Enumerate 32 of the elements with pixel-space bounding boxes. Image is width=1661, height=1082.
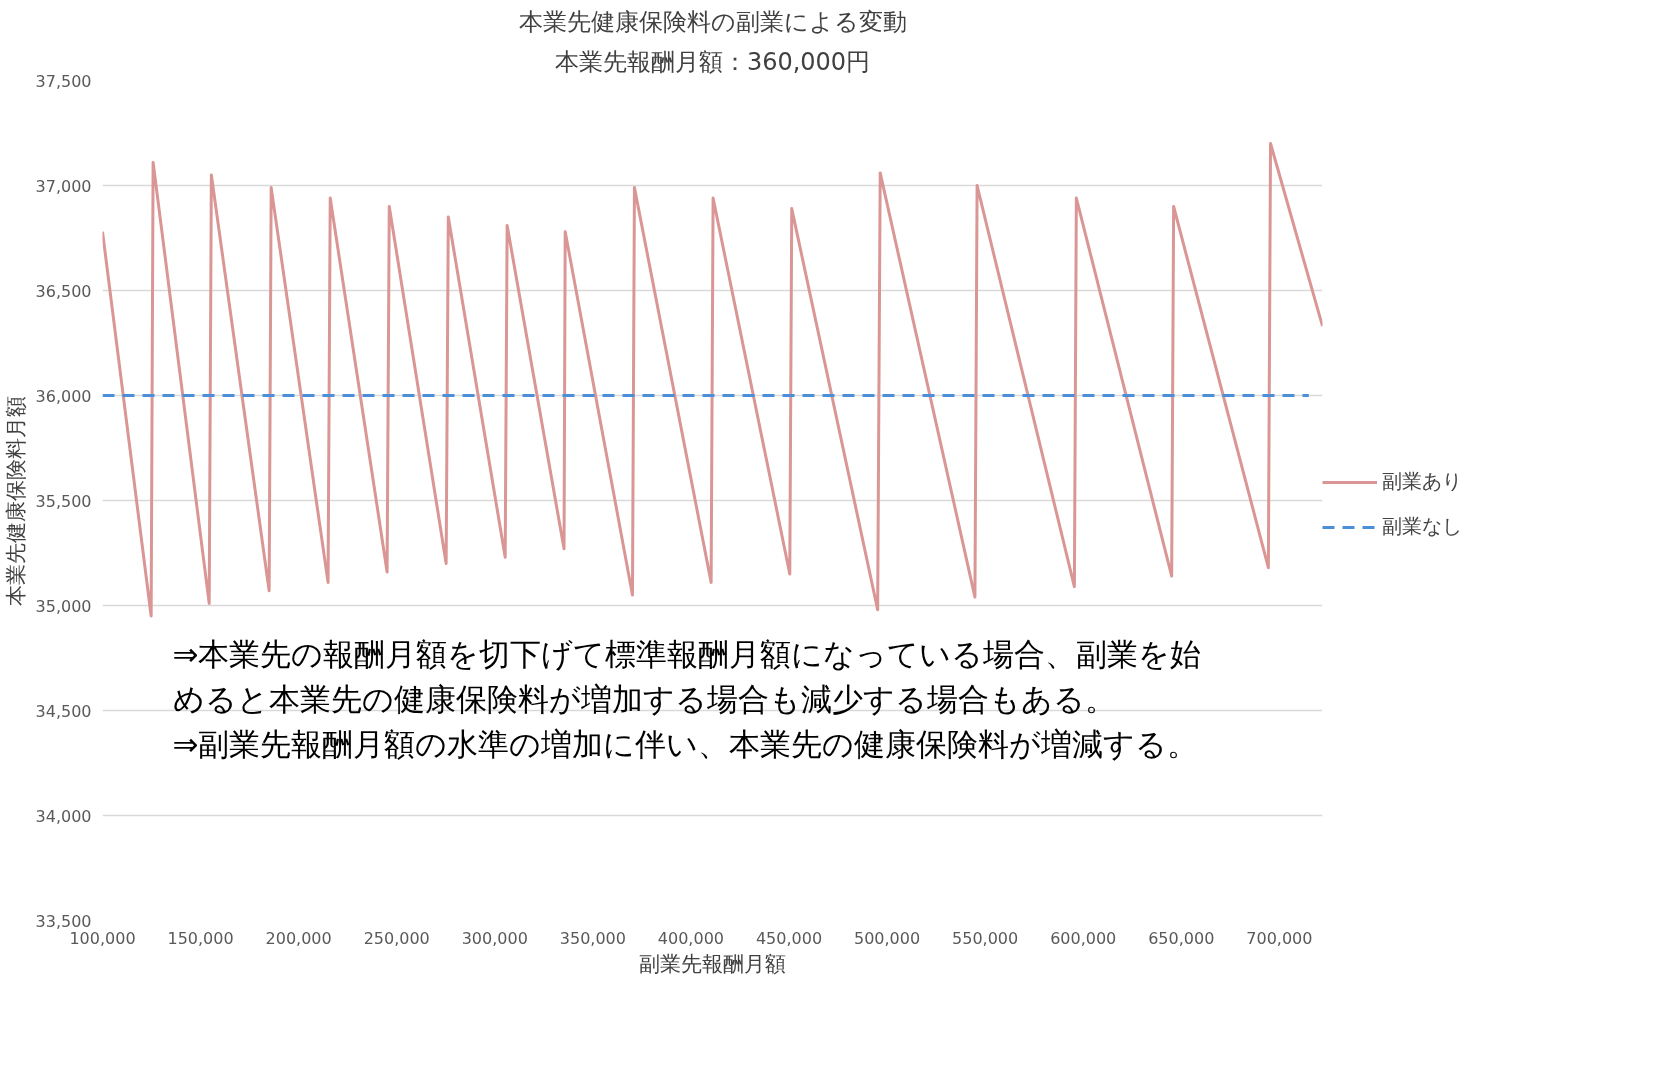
x-tick-label: 300,000: [461, 928, 528, 948]
x-tick-label: 100,000: [69, 928, 136, 948]
x-tick-label: 650,000: [1148, 928, 1215, 948]
x-tick-label: 200,000: [265, 928, 332, 948]
y-tick-label: 35,500: [35, 491, 92, 511]
y-tick-label: 34,500: [35, 701, 92, 721]
x-tick-label: 150,000: [167, 928, 234, 948]
x-tick-label: 700,000: [1246, 928, 1313, 948]
legend-label: 副業なし: [1382, 513, 1462, 540]
y-tick-label: 36,000: [35, 386, 92, 406]
y-tick-label: 33,500: [35, 911, 92, 931]
x-tick-label: 350,000: [559, 928, 626, 948]
annotation: ⇒本業先の報酬月額を切下げて標準報酬月額になっている場合、副業を始: [172, 635, 1202, 672]
annotation: めると本業先の健康保険料が増加する場合も減少する場合もある。: [172, 680, 1116, 717]
y-tick-label: 35,000: [35, 596, 92, 616]
y-tick-label: 37,000: [35, 176, 92, 196]
y-tick-label: 34,000: [35, 806, 92, 826]
line-series: [102, 142, 1323, 618]
x-tick-label: 250,000: [363, 928, 430, 948]
legend-label: 副業あり: [1382, 468, 1462, 495]
x-tick-label: 550,000: [952, 928, 1019, 948]
x-tick-label: 400,000: [657, 928, 725, 948]
chart-title: 本業先健康保険料の副業による変動: [518, 7, 907, 36]
x-tick-label: 450,000: [755, 928, 823, 948]
y-tick-label: 37,500: [35, 71, 92, 91]
x-axis-title: 副業先報酬月額: [639, 951, 786, 976]
x-tick-label: 600,000: [1050, 928, 1117, 948]
annotation: ⇒副業先報酬月額の水準の増加に伴い、本業先の健康保険料が増減する。: [172, 725, 1199, 762]
y-tick-label: 36,500: [35, 281, 92, 301]
chart-subtitle: 本業先報酬月額：360,000円: [554, 47, 871, 76]
x-tick-label: 500,000: [853, 928, 921, 948]
y-axis-title: 本業先健康保険料月額: [3, 395, 28, 606]
